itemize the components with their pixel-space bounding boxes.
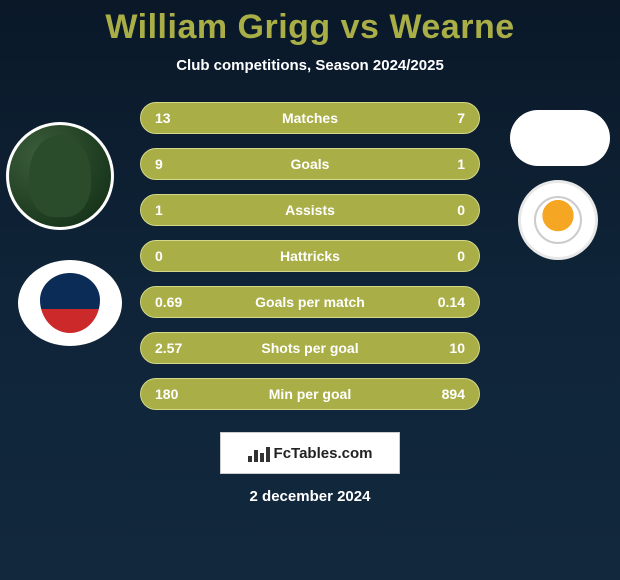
mkdons-badge-icon [534, 196, 582, 244]
stat-label: Goals per match [195, 294, 425, 310]
stat-label: Shots per goal [195, 340, 425, 356]
logo-text: FcTables.com [274, 445, 373, 462]
stat-right-value: 7 [425, 110, 465, 126]
comparison-date: 2 december 2024 [0, 488, 620, 505]
stat-label: Hattricks [195, 248, 425, 264]
chesterfield-shield-icon [40, 273, 100, 333]
stat-row-mpg: 180 Min per goal 894 [140, 378, 480, 410]
stat-row-gpm: 0.69 Goals per match 0.14 [140, 286, 480, 318]
stat-left-value: 13 [155, 110, 195, 126]
player2-club-badge [518, 180, 598, 260]
stats-table: 13 Matches 7 9 Goals 1 1 Assists 0 0 Hat… [140, 102, 480, 410]
stat-row-goals: 9 Goals 1 [140, 148, 480, 180]
stat-left-value: 9 [155, 156, 195, 172]
stat-row-assists: 1 Assists 0 [140, 194, 480, 226]
stat-label: Goals [195, 156, 425, 172]
stat-right-value: 0 [425, 202, 465, 218]
stat-row-matches: 13 Matches 7 [140, 102, 480, 134]
barchart-icon [248, 444, 270, 462]
stat-left-value: 0.69 [155, 294, 195, 310]
season-subtitle: Club competitions, Season 2024/2025 [0, 57, 620, 74]
player2-avatar [510, 110, 610, 166]
comparison-title: William Grigg vs Wearne [0, 0, 620, 47]
stat-left-value: 1 [155, 202, 195, 218]
stat-left-value: 2.57 [155, 340, 195, 356]
fctables-logo[interactable]: FcTables.com [220, 432, 400, 474]
stat-label: Assists [195, 202, 425, 218]
stat-label: Min per goal [195, 386, 425, 402]
stat-right-value: 0 [425, 248, 465, 264]
stat-right-value: 10 [425, 340, 465, 356]
stat-label: Matches [195, 110, 425, 126]
stat-right-value: 0.14 [425, 294, 465, 310]
stat-right-value: 1 [425, 156, 465, 172]
stat-row-spg: 2.57 Shots per goal 10 [140, 332, 480, 364]
stat-left-value: 0 [155, 248, 195, 264]
player1-avatar [6, 122, 114, 230]
stat-left-value: 180 [155, 386, 195, 402]
stat-row-hattricks: 0 Hattricks 0 [140, 240, 480, 272]
stat-right-value: 894 [425, 386, 465, 402]
player-silhouette-icon [29, 135, 90, 217]
player1-club-badge [18, 260, 122, 346]
